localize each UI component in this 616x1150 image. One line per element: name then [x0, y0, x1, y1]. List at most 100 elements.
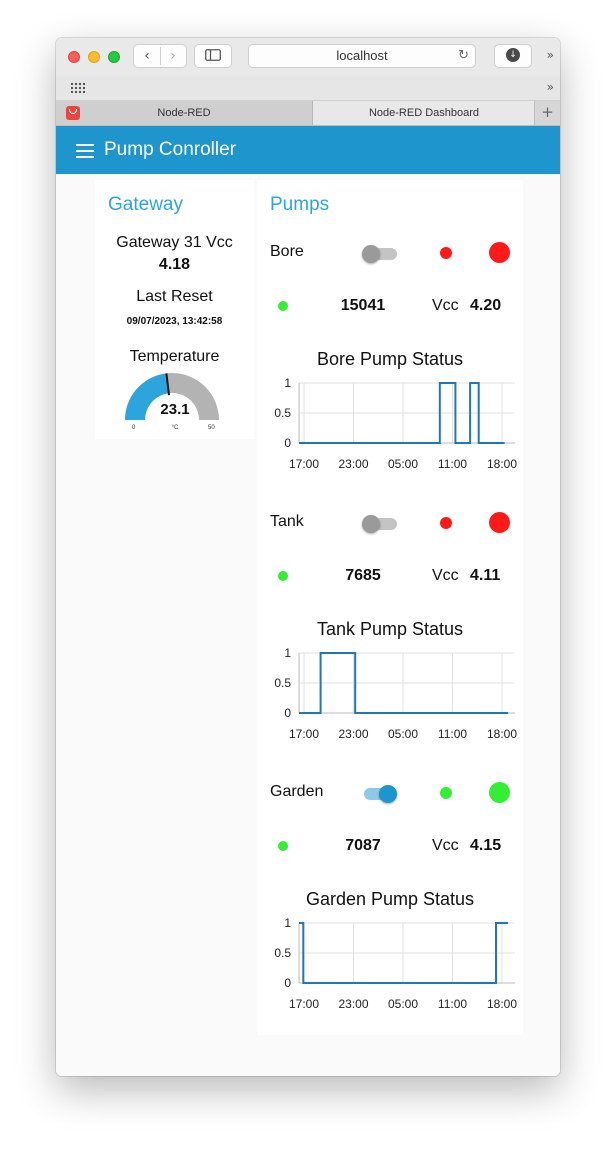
pump-led-small: [440, 247, 452, 259]
chart-y-tick-label: 1: [284, 916, 291, 930]
chart-y-tick-label: 1: [284, 376, 291, 390]
chart-x-tick-label: 05:00: [388, 997, 418, 1011]
chart-series-line: [299, 652, 509, 714]
garden-pump-status-chart: 17:00 23:00 05:00 11:00 18:00 1 0.5 0: [274, 916, 517, 1011]
zoom-window-button[interactable]: [108, 51, 120, 63]
forward-button[interactable]: ›: [170, 48, 176, 64]
chart-series-line: [299, 922, 509, 984]
chart-x-tick-label: 17:00: [289, 997, 319, 1011]
downloads-button[interactable]: ↓: [494, 44, 532, 68]
chart-x-tick-label: 17:00: [289, 727, 319, 741]
chart-x-tick-label: 23:00: [338, 457, 368, 471]
url-text: localhost: [336, 48, 388, 63]
pump-led-large: [489, 512, 510, 533]
nav-buttons: ‹ ›: [133, 44, 187, 68]
chart-x-tick-label: 18:00: [487, 727, 517, 741]
chart-y-tick-label: 0: [284, 976, 291, 990]
new-tab-button[interactable]: +: [534, 101, 560, 125]
pumps-group-title: Pumps: [270, 194, 330, 215]
chart-y-tick-label: 0.5: [274, 676, 291, 690]
pump-name: Bore: [270, 243, 304, 260]
chart-x-tick-label: 18:00: [487, 457, 517, 471]
chart-x-tick-label: 17:00: [289, 457, 319, 471]
favorites-overflow-icon[interactable]: »: [546, 80, 554, 94]
dashboard-content: Gateway Gateway 31 Vcc 4.18 Last Reset 0…: [56, 174, 560, 1076]
pump-vcc-label: Vcc: [432, 567, 459, 584]
chart-x-tick-label: 23:00: [338, 727, 368, 741]
last-reset-label: Last Reset: [136, 288, 213, 305]
pump-switch[interactable]: [362, 245, 397, 263]
bore-pump-status-chart: 17:00 23:00 05:00 11:00 18:00 1 0.5 0: [274, 376, 517, 471]
pump-count: 7087: [345, 837, 381, 854]
chart-y-tick-label: 0.5: [274, 946, 291, 960]
pump-led-small: [440, 517, 452, 529]
tab-label: Node-RED: [157, 107, 211, 119]
chart-x-tick-label: 23:00: [338, 997, 368, 1011]
apps-grid-icon[interactable]: [70, 82, 85, 93]
page-title: Pump Conroller: [104, 139, 236, 160]
pump-tank: Tank 7685 Vcc 4.11 Tank Pump Status 17:0…: [257, 450, 523, 741]
tab-node-red-dashboard[interactable]: Node-RED Dashboard: [313, 101, 535, 125]
tab-bar: Node-RED Node-RED Dashboard +: [56, 101, 560, 126]
gauge-value: 23.1: [160, 401, 190, 418]
temperature-gauge: 23.1 °C 0 50: [125, 370, 225, 431]
tab-node-red[interactable]: Node-RED: [56, 101, 313, 125]
browser-window: ‹ › localhost ↻ ↓ » » Node-RED Node-RED D…: [56, 38, 560, 1076]
pump-switch[interactable]: [362, 785, 397, 803]
pump-vcc-value: 4.15: [470, 837, 502, 854]
pump-switch[interactable]: [362, 515, 397, 533]
chart-y-tick-label: 0: [284, 436, 291, 450]
gateway-vcc-label: Gateway 31 Vcc: [116, 234, 233, 251]
chart-x-tick-label: 05:00: [388, 727, 418, 741]
site-favicon-icon: [66, 106, 80, 120]
chart-y-tick-label: 1: [284, 646, 291, 660]
pump-vcc-label: Vcc: [432, 297, 459, 314]
gateway-group-title: Gateway: [108, 194, 183, 215]
gateway-group: Gateway Gateway 31 Vcc 4.18 Last Reset 0…: [95, 180, 254, 439]
chart-y-tick-label: 0.5: [274, 406, 291, 420]
pump-vcc-label: Vcc: [432, 837, 459, 854]
pump-bore: Bore 15041 Vcc 4.20 Bore Pump Status 17:…: [257, 180, 523, 471]
temperature-label: Temperature: [129, 348, 220, 365]
minimize-window-button[interactable]: [88, 51, 100, 63]
pump-vcc-value: 4.20: [470, 297, 502, 314]
last-reset-value: 09/07/2023, 13:42:58: [126, 316, 223, 327]
pump-vcc-value: 4.11: [470, 567, 501, 584]
browser-toolbar: ‹ › localhost ↻ ↓ »: [56, 38, 560, 77]
pump-count: 7685: [345, 567, 381, 584]
chart-x-tick-label: 11:00: [438, 997, 467, 1011]
gateway-vcc-value: 4.18: [158, 256, 191, 273]
chart-x-tick-label: 11:00: [438, 457, 467, 471]
close-window-button[interactable]: [68, 51, 80, 63]
chart-series-line: [299, 382, 505, 444]
pump-garden: Garden 7087 Vcc 4.15 Garden Pump Status …: [257, 720, 523, 1011]
download-icon: ↓: [506, 47, 520, 62]
chart-title: Tank Pump Status: [316, 619, 464, 639]
sidebar-icon: [205, 48, 221, 61]
gauge-max-label: 50: [208, 425, 215, 431]
pump-status-led: [278, 841, 288, 851]
gauge-unit: °C: [171, 425, 179, 431]
pump-name: Garden: [270, 783, 324, 800]
gauge-fill: [125, 373, 169, 420]
pump-count: 15041: [340, 297, 386, 314]
address-bar[interactable]: localhost ↻: [248, 44, 476, 68]
pumps-group: Pumps Bore 15041 Vcc 4.20 Bore Pump Stat…: [257, 180, 523, 1035]
chart-x-tick-label: 18:00: [487, 997, 517, 1011]
gauge-needle: [165, 373, 171, 396]
pump-led-small: [440, 787, 452, 799]
tab-label: Node-RED Dashboard: [368, 107, 480, 119]
pump-led-large: [489, 242, 510, 263]
toolbar-overflow-icon[interactable]: »: [546, 48, 554, 62]
hamburger-menu-icon[interactable]: [76, 144, 94, 158]
chart-x-tick-label: 05:00: [388, 457, 418, 471]
pump-status-led: [278, 571, 288, 581]
tank-pump-status-chart: 17:00 23:00 05:00 11:00 18:00 1 0.5 0: [274, 646, 517, 741]
reload-icon[interactable]: ↻: [458, 48, 469, 63]
pump-name: Tank: [270, 513, 304, 530]
back-button[interactable]: ‹: [144, 48, 150, 64]
chart-title: Garden Pump Status: [305, 889, 475, 909]
sidebar-toggle-button[interactable]: [194, 44, 232, 68]
chart-x-tick-label: 11:00: [438, 727, 467, 741]
gauge-graphic: [125, 372, 219, 420]
